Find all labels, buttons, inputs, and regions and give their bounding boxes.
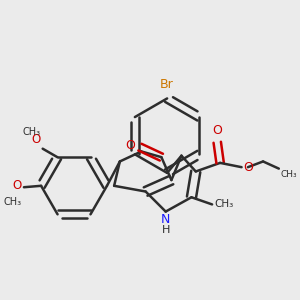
Text: CH₃: CH₃ bbox=[280, 170, 297, 179]
Text: CH₃: CH₃ bbox=[214, 200, 234, 209]
Text: O: O bbox=[243, 161, 253, 174]
Text: Br: Br bbox=[160, 78, 174, 91]
Text: CH₃: CH₃ bbox=[4, 197, 22, 207]
Text: H: H bbox=[161, 225, 170, 235]
Text: O: O bbox=[212, 124, 222, 137]
Text: O: O bbox=[12, 179, 22, 192]
Text: CH₃: CH₃ bbox=[22, 127, 40, 137]
Text: N: N bbox=[161, 213, 170, 226]
Text: O: O bbox=[31, 134, 40, 146]
Text: O: O bbox=[125, 139, 135, 152]
